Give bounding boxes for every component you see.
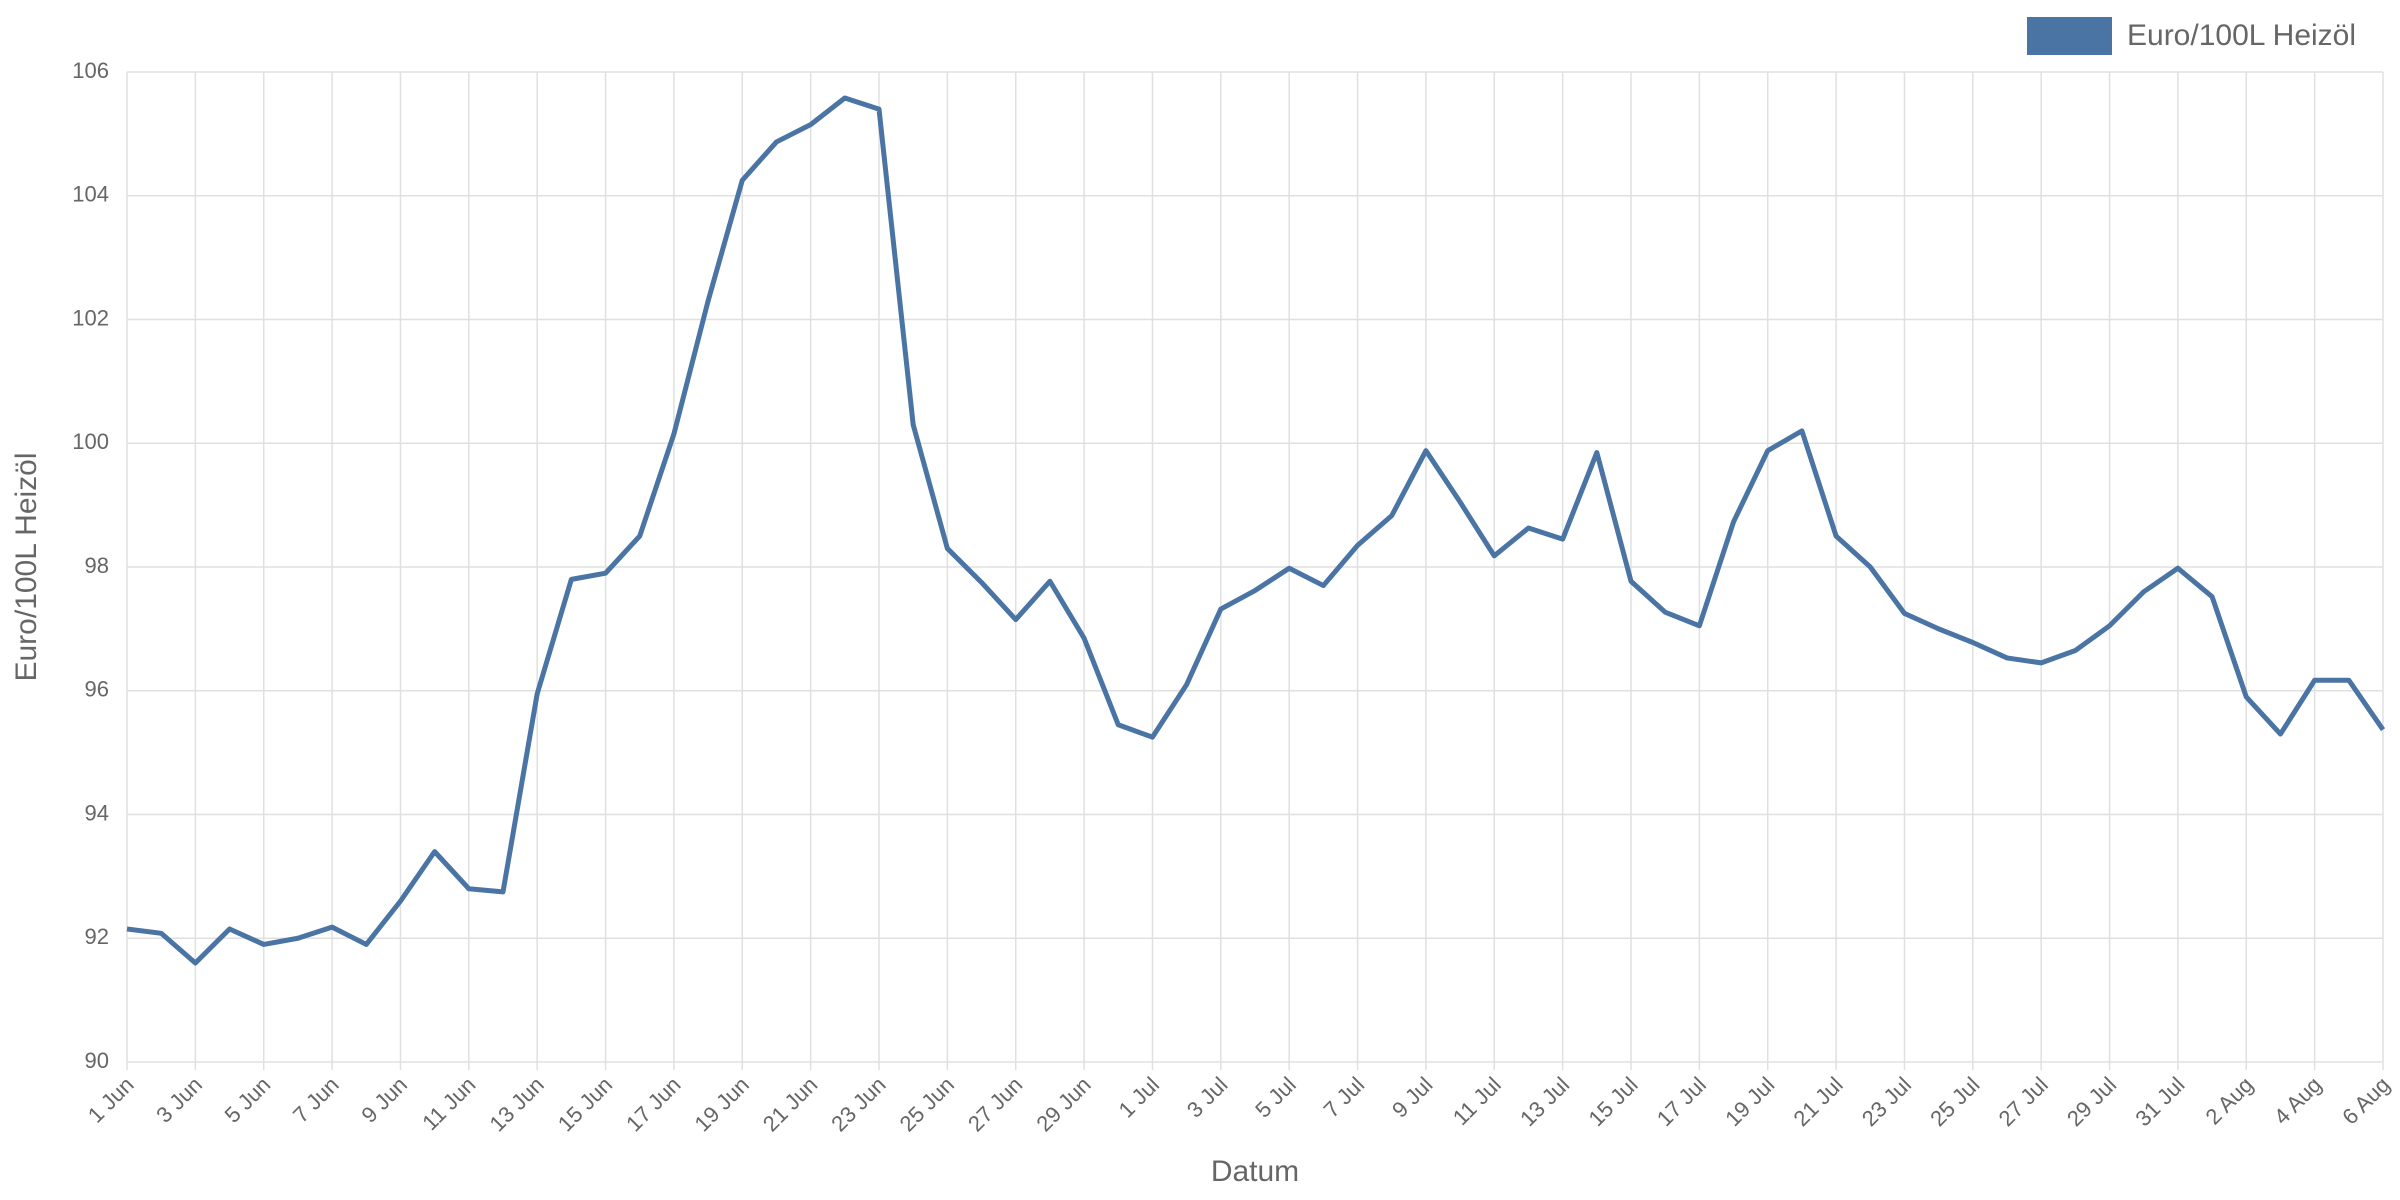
x-tick-label: 7 Jul: [1319, 1072, 1370, 1123]
x-tick-label: 13 Jul: [1515, 1072, 1574, 1131]
y-tick-label: 92: [85, 924, 109, 949]
y-tick-label: 102: [72, 305, 109, 330]
y-tick-label: 100: [72, 429, 109, 454]
x-tick-label: 13 Jun: [484, 1072, 548, 1136]
x-tick-label: 23 Jul: [1857, 1072, 1916, 1131]
x-tick-label: 6 Aug: [2337, 1072, 2394, 1129]
x-tick-label: 25 Jun: [895, 1072, 959, 1136]
x-tick-label: 11 Jul: [1448, 1072, 1506, 1130]
x-tick-label: 19 Jun: [690, 1072, 754, 1136]
y-tick-label: 104: [72, 182, 109, 207]
x-tick-label: 23 Jun: [826, 1072, 890, 1136]
x-tick-label: 5 Jul: [1250, 1072, 1301, 1123]
x-tick-label: 21 Jun: [758, 1072, 822, 1136]
x-tick-label: 7 Jun: [288, 1072, 344, 1128]
y-tick-label: 90: [85, 1048, 109, 1073]
x-tick-label: 21 Jul: [1789, 1072, 1848, 1131]
x-tick-label: 29 Jul: [2062, 1072, 2121, 1131]
y-tick-label: 94: [85, 800, 109, 825]
x-tick-label: 15 Jun: [553, 1072, 617, 1136]
x-tick-label: 31 Jul: [2130, 1072, 2189, 1131]
x-tick-label: 27 Jun: [963, 1072, 1027, 1136]
y-tick-label: 106: [72, 58, 109, 83]
y-tick-label: 98: [85, 553, 109, 578]
data-line: [126, 95, 2386, 966]
x-tick-label: 27 Jul: [1994, 1072, 2053, 1131]
x-tick-label: 4 Aug: [2269, 1072, 2326, 1129]
legend-swatch: [2027, 17, 2112, 55]
x-tick-label: 5 Jun: [220, 1072, 276, 1128]
x-axis-title: Datum: [1211, 1155, 1299, 1188]
x-tick-label: 11 Jun: [417, 1072, 480, 1135]
x-tick-label: 29 Jun: [1031, 1072, 1095, 1136]
x-tick-label: 1 Jul: [1114, 1072, 1165, 1123]
legend-label: Euro/100L Heizöl: [2127, 19, 2356, 52]
x-tick-label: 9 Jul: [1387, 1072, 1438, 1123]
x-tick-label: 17 Jul: [1652, 1072, 1711, 1131]
x-tick-label: 9 Jun: [356, 1072, 412, 1128]
x-tick-label: 25 Jul: [1925, 1072, 1984, 1131]
x-tick-label: 1 Jun: [83, 1072, 139, 1128]
x-tick-label: 19 Jul: [1720, 1072, 1779, 1131]
y-axis-title: Euro/100L Heizöl: [10, 452, 43, 681]
x-tick-label: 17 Jun: [621, 1072, 685, 1136]
x-tick-label: 2 Aug: [2200, 1072, 2257, 1129]
x-tick-label: 3 Jul: [1182, 1072, 1233, 1123]
x-tick-label: 3 Jun: [151, 1072, 207, 1128]
y-tick-label: 96: [85, 677, 109, 702]
x-tick-label: 15 Jul: [1583, 1072, 1642, 1131]
